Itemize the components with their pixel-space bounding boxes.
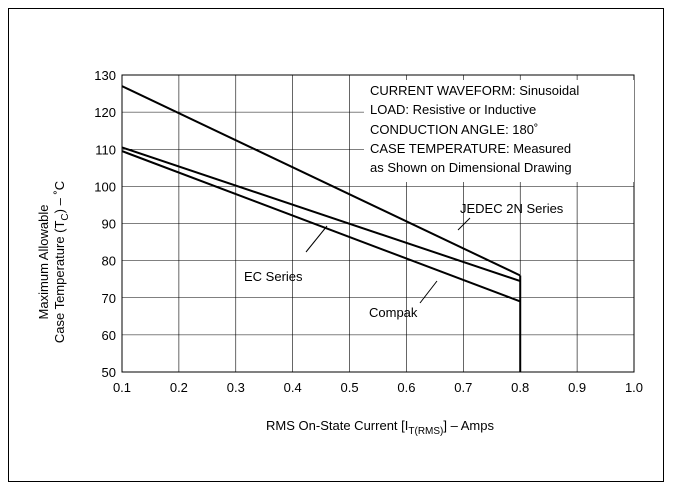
y-tick-label: 120 [94, 105, 116, 120]
series-line [121, 85, 521, 277]
y-tick-label: 130 [94, 68, 116, 83]
annotation-line: LOAD: Resistive or Inductive [370, 102, 536, 117]
y-axis-label-line1: Maximum Allowable [36, 205, 51, 320]
series-label-compak: Compak [369, 305, 418, 320]
x-tick-label: 0.6 [397, 380, 415, 395]
y-tick-label: 90 [102, 217, 116, 232]
x-tick-label: 0.2 [170, 380, 188, 395]
plot-area [121, 74, 635, 373]
annotation-line: CURRENT WAVEFORM: Sinusoidal [370, 83, 579, 98]
annotation-box: CURRENT WAVEFORM: Sinusoidal LOAD: Resis… [364, 80, 634, 182]
x-tick-label: 0.1 [113, 380, 131, 395]
x-tick-label: 0.3 [227, 380, 245, 395]
x-tick-label: 0.8 [511, 380, 529, 395]
annotation-line: CONDUCTION ANGLE: 180˚ [370, 122, 538, 137]
leader-line-ec [305, 225, 328, 253]
tick-labels: 0.1 0.2 0.3 0.4 0.5 0.6 0.7 0.8 0.9 1.0 50 60 70 80 90… [94, 68, 643, 395]
y-axis-label-line2: Case Temperature (TC) – ˚C [52, 181, 71, 343]
y-tick-label: 100 [94, 179, 116, 194]
y-axis-label: Maximum Allowable Case Temperature (TC) … [36, 181, 71, 343]
x-axis-label: RMS On-State Current [IT(RMS)] – Amps [266, 418, 494, 437]
leader-line-compak [419, 280, 438, 304]
x-tick-label: 0.4 [284, 380, 302, 395]
annotation-line: as Shown on Dimensional Drawing [370, 160, 572, 175]
y-tick-label: 110 [95, 142, 116, 157]
x-tick-label: 1.0 [625, 380, 643, 395]
figure-frame [8, 8, 664, 482]
y-tick-label: 60 [102, 328, 116, 343]
series-lines [121, 85, 522, 372]
x-tick-label: 0.5 [341, 380, 359, 395]
y-tick-label: 70 [102, 291, 116, 306]
y-tick-label: 50 [102, 365, 116, 380]
leader-line-jedec [457, 217, 471, 231]
annotation-line: CASE TEMPERATURE: Measured [370, 141, 571, 156]
series-label-jedec: JEDEC 2N Series [460, 201, 564, 216]
series-line [121, 150, 521, 303]
series-label-ec: EC Series [244, 269, 303, 284]
x-tick-label: 0.9 [568, 380, 586, 395]
y-tick-label: 80 [102, 254, 116, 269]
x-tick-label: 0.7 [454, 380, 472, 395]
series-line [121, 146, 521, 282]
label-leaders [305, 217, 471, 304]
